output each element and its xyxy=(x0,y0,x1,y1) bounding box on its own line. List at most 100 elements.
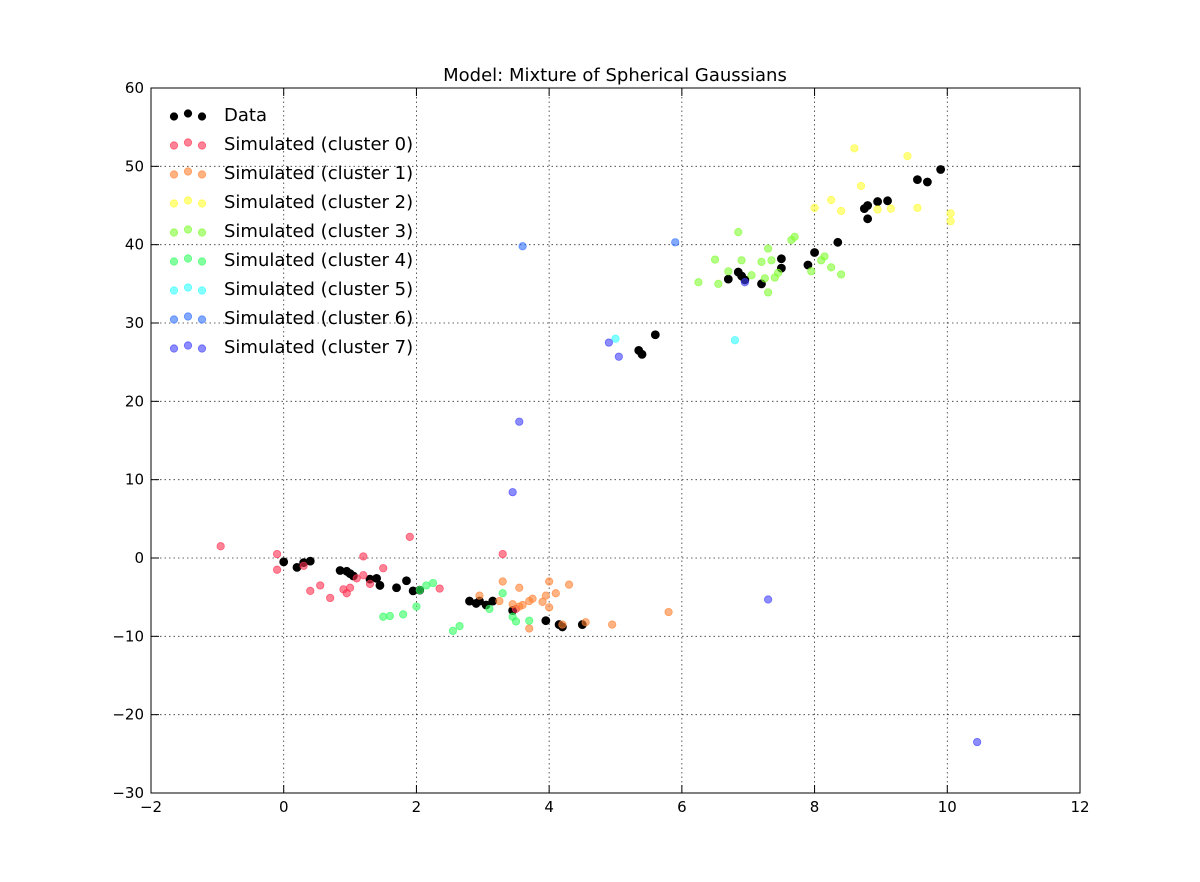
data-point xyxy=(886,204,895,213)
data-point xyxy=(767,256,776,265)
data-point xyxy=(545,603,554,612)
legend-marker xyxy=(169,112,179,121)
data-point xyxy=(723,274,733,284)
legend-marker xyxy=(183,167,193,176)
data-point xyxy=(764,595,773,604)
data-point xyxy=(637,349,647,359)
y-tick-label: 50 xyxy=(125,157,144,175)
legend-marker xyxy=(169,170,179,179)
data-point xyxy=(807,267,816,276)
data-point xyxy=(946,217,955,226)
data-point xyxy=(790,232,799,241)
data-point xyxy=(863,214,873,224)
legend-label: Simulated (cluster 4) xyxy=(224,250,413,271)
y-tick-label: 40 xyxy=(125,236,144,254)
legend-marker xyxy=(183,138,193,147)
data-point xyxy=(359,571,368,580)
x-tick-label: 2 xyxy=(412,798,422,816)
data-point xyxy=(837,270,846,279)
data-point xyxy=(581,618,590,627)
data-point xyxy=(837,206,846,216)
y-tick-label: 60 xyxy=(125,79,144,97)
x-tick-label: 12 xyxy=(1070,798,1089,816)
legend-label: Data xyxy=(224,105,267,126)
data-point xyxy=(833,237,843,247)
data-point xyxy=(850,144,859,153)
legend-item: Simulated (cluster 4) xyxy=(169,250,413,271)
data-point xyxy=(365,579,375,588)
legend-label: Simulated (cluster 1) xyxy=(224,163,413,184)
series-4 xyxy=(694,228,846,297)
legend-label: Simulated (cluster 7) xyxy=(224,337,413,358)
legend-marker xyxy=(183,196,193,205)
data-point xyxy=(402,576,411,586)
grid xyxy=(151,88,1080,793)
data-point xyxy=(279,557,289,567)
data-point xyxy=(764,244,773,253)
data-point xyxy=(764,288,773,297)
data-point xyxy=(305,556,315,566)
data-point xyxy=(734,228,743,237)
data-point xyxy=(747,271,756,280)
data-point xyxy=(485,604,494,614)
data-point xyxy=(428,578,438,588)
legend-marker xyxy=(169,315,179,324)
legend-label: Simulated (cluster 6) xyxy=(224,308,413,329)
data-point xyxy=(525,624,534,633)
data-point xyxy=(405,532,414,541)
legend-marker xyxy=(183,283,193,292)
legend-marker xyxy=(169,141,179,150)
data-point xyxy=(385,611,394,621)
legend-marker xyxy=(183,225,193,234)
data-point xyxy=(375,581,385,590)
legend-marker xyxy=(197,141,207,150)
data-point xyxy=(551,589,560,598)
data-point xyxy=(498,577,507,586)
data-point xyxy=(545,577,554,586)
legend-item: Simulated (cluster 0) xyxy=(169,134,413,155)
data-point xyxy=(316,581,325,590)
data-point xyxy=(820,252,829,261)
data-point xyxy=(671,238,680,247)
x-tick-label: 6 xyxy=(677,798,687,816)
legend-item: Data xyxy=(169,105,267,126)
data-point xyxy=(863,201,873,210)
data-point xyxy=(714,279,723,288)
data-point xyxy=(760,274,769,283)
data-point xyxy=(508,488,517,497)
data-point xyxy=(306,586,315,596)
data-point xyxy=(730,336,740,345)
data-point xyxy=(392,583,401,593)
chart-title: Model: Mixture of Spherical Gaussians xyxy=(443,65,787,86)
legend-item: Simulated (cluster 3) xyxy=(169,221,413,242)
data-point xyxy=(873,205,882,214)
data-point xyxy=(650,330,660,340)
data-point xyxy=(541,616,551,626)
legend-marker xyxy=(183,312,193,321)
data-point xyxy=(525,616,534,625)
legend-marker xyxy=(169,199,179,208)
data-point xyxy=(326,593,335,603)
plot-frame xyxy=(150,87,1081,794)
legend-marker xyxy=(197,315,207,324)
legend-item: Simulated (cluster 5) xyxy=(169,279,413,300)
data-point xyxy=(913,175,922,185)
x-tick-label: 10 xyxy=(938,798,957,816)
data-point xyxy=(558,620,567,629)
y-tick-label: 30 xyxy=(125,314,144,332)
legend-marker xyxy=(169,228,179,237)
legend-item: Simulated (cluster 6) xyxy=(169,308,413,329)
data-point xyxy=(299,561,308,570)
data-point xyxy=(776,254,786,264)
series-6 xyxy=(611,334,740,345)
data-point xyxy=(810,248,819,257)
x-tick-label: 4 xyxy=(544,798,554,816)
legend-marker xyxy=(169,344,179,353)
legend-item: Simulated (cluster 1) xyxy=(169,163,413,184)
data-point xyxy=(518,242,527,251)
series-7 xyxy=(518,238,680,251)
data-point xyxy=(773,268,783,277)
legend-marker xyxy=(169,286,179,295)
legend-item: Simulated (cluster 7) xyxy=(169,337,413,358)
